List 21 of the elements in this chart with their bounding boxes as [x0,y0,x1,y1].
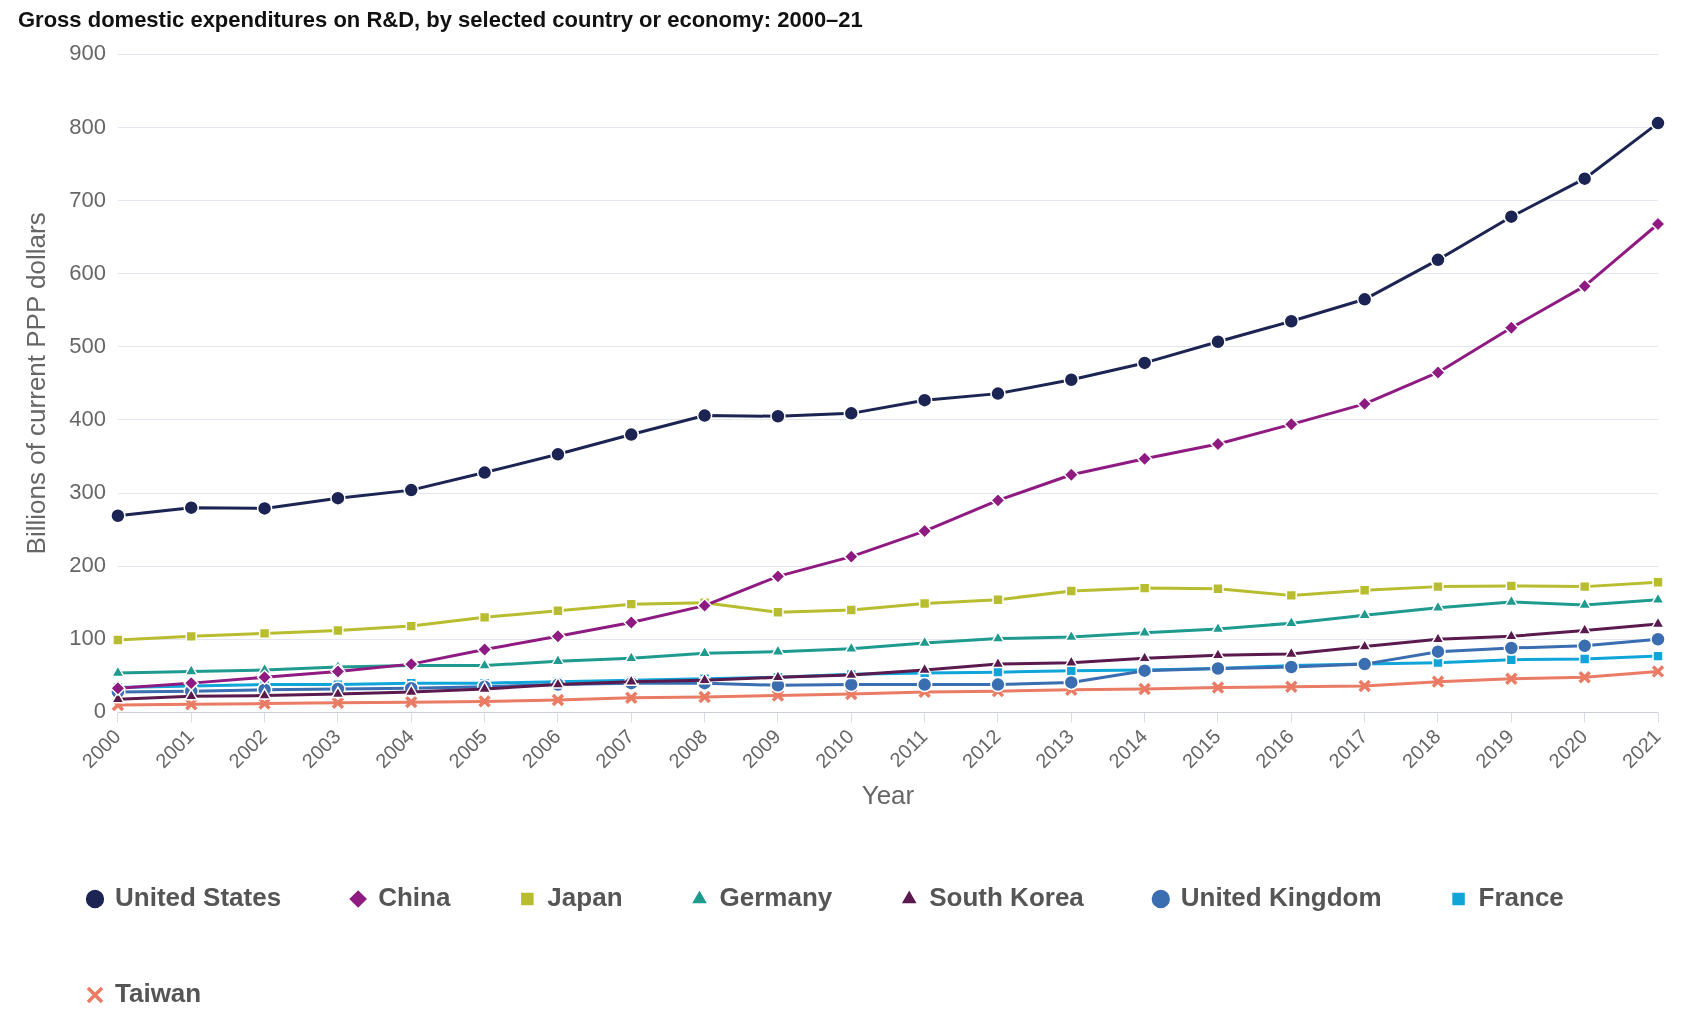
legend-label: Germany [719,882,833,913]
y-tick-label: 700 [69,186,106,212]
legend-label: United Kingdom [1180,882,1382,913]
y-tick-label: 800 [69,113,106,139]
y-tick-label: 400 [69,406,106,431]
y-tick-label: 900 [69,40,106,66]
y-tick-label: 500 [69,332,106,358]
y-axis-title: Billions of current PPP dollars [20,212,51,555]
legend-label: France [1478,882,1564,913]
legend-label: Japan [547,882,623,913]
y-tick-label: 0 [93,698,106,724]
legend-label: South Korea [929,882,1085,913]
legend-label: Taiwan [115,978,202,1009]
legend-label: China [378,882,451,913]
y-tick-label: 600 [69,259,106,285]
chart-title: Gross domestic expenditures on R&D, by selected country or economy: 2000–21 [18,7,863,33]
x-axis-title: Year [861,779,915,810]
y-tick-label: 100 [69,625,106,651]
y-tick-label: 300 [69,479,106,505]
legend-label: United States [115,882,282,913]
y-tick-label: 200 [69,552,106,578]
